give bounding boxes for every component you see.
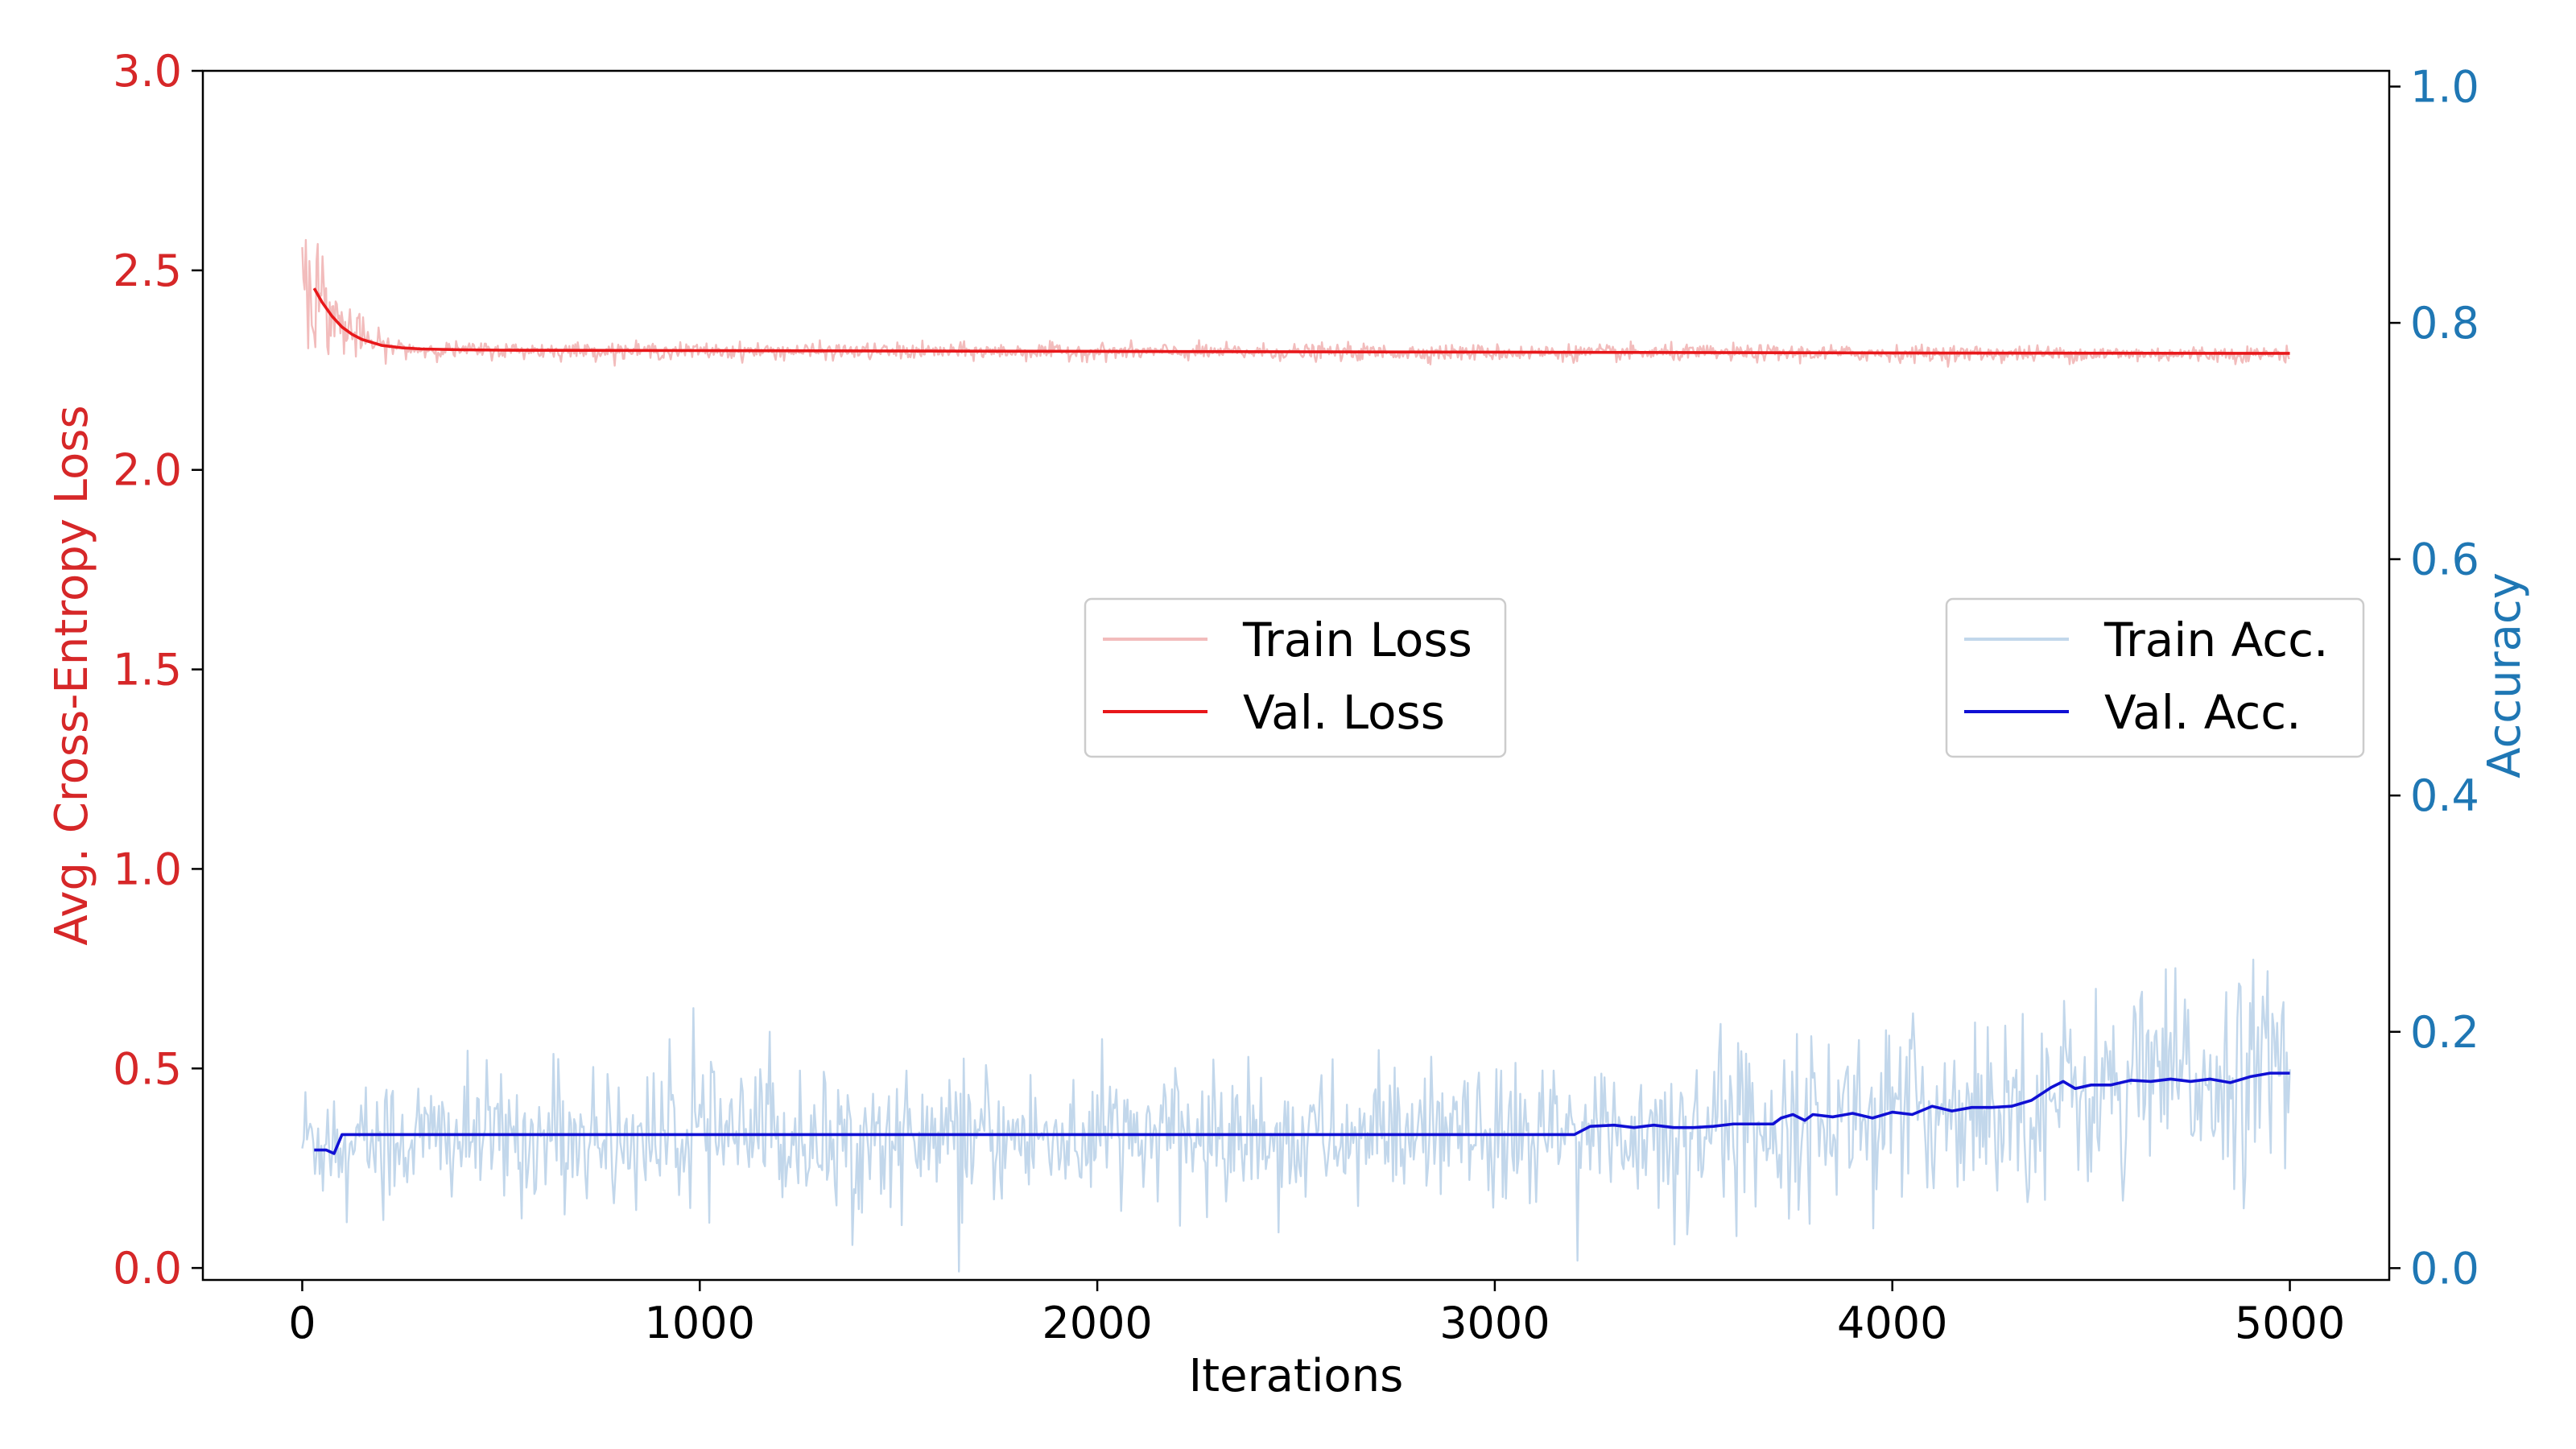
y-right-tick-label: 0.2	[2410, 1007, 2479, 1058]
series-layer	[301, 238, 2291, 1273]
legend-train-acc-label: Train Acc.	[2103, 613, 2328, 667]
series-line-val-acc	[314, 1071, 2290, 1155]
x-tick-label: 2000	[1042, 1298, 1152, 1348]
series-line-train-loss	[301, 238, 2290, 368]
y-left-tick-label: 2.5	[113, 246, 182, 296]
x-axis-label: Iterations	[1189, 1350, 1404, 1402]
y-axis-right-label: Accuracy	[2479, 572, 2531, 778]
y-left-tick-label: 0.0	[113, 1243, 182, 1294]
y-right-tick-label: 0.8	[2410, 298, 2479, 349]
legend-accuracy: Train Acc. Val. Acc.	[1945, 597, 2365, 758]
y-left-tick-label: 0.5	[113, 1043, 182, 1094]
x-tick-label: 1000	[645, 1298, 755, 1348]
legend-loss: Train Loss Val. Loss	[1084, 597, 1507, 758]
y-axis-left-label: Avg. Cross-Entropy Loss	[46, 405, 98, 945]
y-left-tick-label: 1.5	[113, 645, 182, 696]
plot-frame	[201, 69, 2391, 1282]
legend-val-acc-label: Val. Acc.	[2104, 685, 2301, 740]
ticks-layer: 0 1000 2000 3000 4000 5000 0.0 0.5 1.0 1.5 2.0 2.5 3…	[113, 46, 2479, 1348]
axes-layer	[201, 69, 2391, 1282]
y-left-tick-label: 2.0	[113, 445, 182, 496]
y-right-tick-label: 0.0	[2410, 1243, 2479, 1294]
x-tick-label: 5000	[2235, 1298, 2345, 1348]
y-right-tick-label: 0.6	[2410, 535, 2479, 585]
x-tick-label: 3000	[1439, 1298, 1550, 1348]
x-tick-label: 4000	[1837, 1298, 1947, 1348]
y-right-tick-label: 0.4	[2410, 770, 2479, 821]
legend-train-loss-label: Train Loss	[1242, 613, 1472, 667]
x-tick-label: 0	[288, 1298, 316, 1348]
y-left-tick-label: 3.0	[113, 46, 182, 97]
y-right-tick-label: 1.0	[2410, 62, 2479, 113]
series-line-train-acc	[301, 958, 2291, 1273]
y-left-tick-label: 1.0	[113, 844, 182, 894]
legend-val-loss-label: Val. Loss	[1243, 685, 1445, 740]
series-line-val-loss	[312, 287, 2290, 355]
